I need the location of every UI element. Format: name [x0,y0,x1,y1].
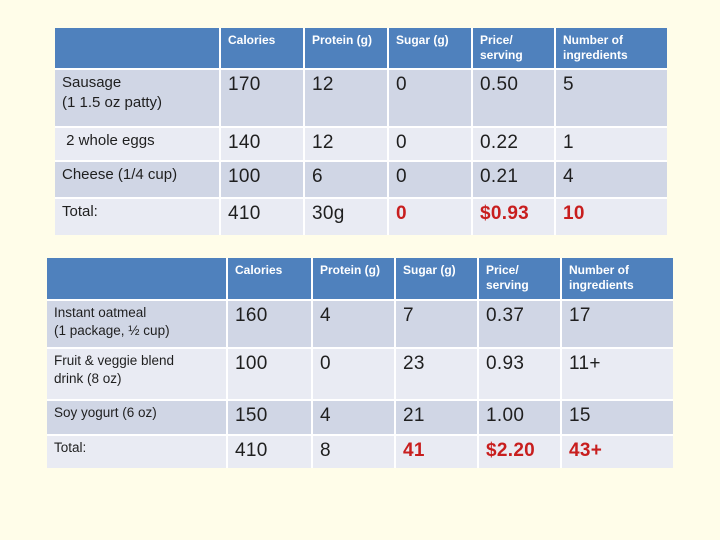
cell-price: 0.22 [471,126,556,162]
cell-ingredients: 17 [560,299,674,349]
cell-calories-total: 410 [219,197,305,236]
header-price: Price/ serving [471,27,556,70]
cell-ingredients: 5 [554,68,668,128]
header-row: Calories Protein (g) Sugar (g) Price/ se… [54,27,668,70]
cell-ingredients-total: 43+ [560,434,674,469]
header-price: Price/ serving [477,257,562,301]
cell-sugar: 21 [394,399,479,436]
cell-protein: 12 [303,68,389,128]
table-row-total: Total: 410 30g 0 $0.93 10 [54,197,668,236]
cell-protein: 6 [303,160,389,199]
row-label: 2 whole eggs [54,126,221,162]
header-protein: Protein (g) [303,27,389,70]
cell-calories: 100 [219,160,305,199]
cell-calories: 140 [219,126,305,162]
cell-sugar: 0 [387,68,473,128]
row-label-total: Total: [54,197,221,236]
table-row-total: Total: 410 8 41 $2.20 43+ [46,434,674,469]
cell-price: 0.37 [477,299,562,349]
table-row-sausage: Sausage (1 1.5 oz patty) 170 12 0 0.50 5 [54,68,668,128]
table-row-eggs: 2 whole eggs 140 12 0 0.22 1 [54,126,668,162]
cell-calories: 100 [226,347,313,401]
cell-sugar: 0 [387,160,473,199]
row-label-total: Total: [46,434,228,469]
cell-calories: 160 [226,299,313,349]
cell-sugar: 23 [394,347,479,401]
header-protein: Protein (g) [311,257,396,301]
header-sugar: Sugar (g) [394,257,479,301]
header-row: Calories Protein (g) Sugar (g) Price/ se… [46,257,674,301]
cell-protein: 4 [311,299,396,349]
cell-price-total: $0.93 [471,197,556,236]
table-row-soy-yogurt: Soy yogurt (6 oz) 150 4 21 1.00 15 [46,399,674,436]
header-sugar: Sugar (g) [387,27,473,70]
header-ingredients: Number of ingredients [554,27,668,70]
cell-calories-total: 410 [226,434,313,469]
cell-ingredients: 4 [554,160,668,199]
cell-sugar-total: 41 [394,434,479,469]
header-blank [46,257,228,301]
cell-protein: 12 [303,126,389,162]
header-ingredients: Number of ingredients [560,257,674,301]
cell-protein-total: 8 [311,434,396,469]
cell-sugar: 7 [394,299,479,349]
cell-ingredients: 11+ [560,347,674,401]
table-row-oatmeal: Instant oatmeal (1 package, ½ cup) 160 4… [46,299,674,349]
row-label: Instant oatmeal (1 package, ½ cup) [46,299,228,349]
cell-protein: 4 [311,399,396,436]
cell-ingredients: 1 [554,126,668,162]
cell-sugar: 0 [387,126,473,162]
cell-price: 0.50 [471,68,556,128]
table-row-cheese: Cheese (1/4 cup) 100 6 0 0.21 4 [54,160,668,199]
row-label: Sausage (1 1.5 oz patty) [54,68,221,128]
row-label: Soy yogurt (6 oz) [46,399,228,436]
cell-calories: 170 [219,68,305,128]
table-row-fruit-veggie: Fruit & veggie blend drink (8 oz) 100 0 … [46,347,674,401]
header-blank [54,27,221,70]
nutrition-table-1: Calories Protein (g) Sugar (g) Price/ se… [54,27,668,236]
header-calories: Calories [226,257,313,301]
cell-price: 0.93 [477,347,562,401]
nutrition-table-2: Calories Protein (g) Sugar (g) Price/ se… [46,257,674,469]
row-label: Fruit & veggie blend drink (8 oz) [46,347,228,401]
cell-calories: 150 [226,399,313,436]
cell-protein-total: 30g [303,197,389,236]
header-calories: Calories [219,27,305,70]
cell-sugar-total: 0 [387,197,473,236]
row-label: Cheese (1/4 cup) [54,160,221,199]
cell-price: 0.21 [471,160,556,199]
cell-ingredients-total: 10 [554,197,668,236]
cell-protein: 0 [311,347,396,401]
cell-price-total: $2.20 [477,434,562,469]
cell-price: 1.00 [477,399,562,436]
cell-ingredients: 15 [560,399,674,436]
